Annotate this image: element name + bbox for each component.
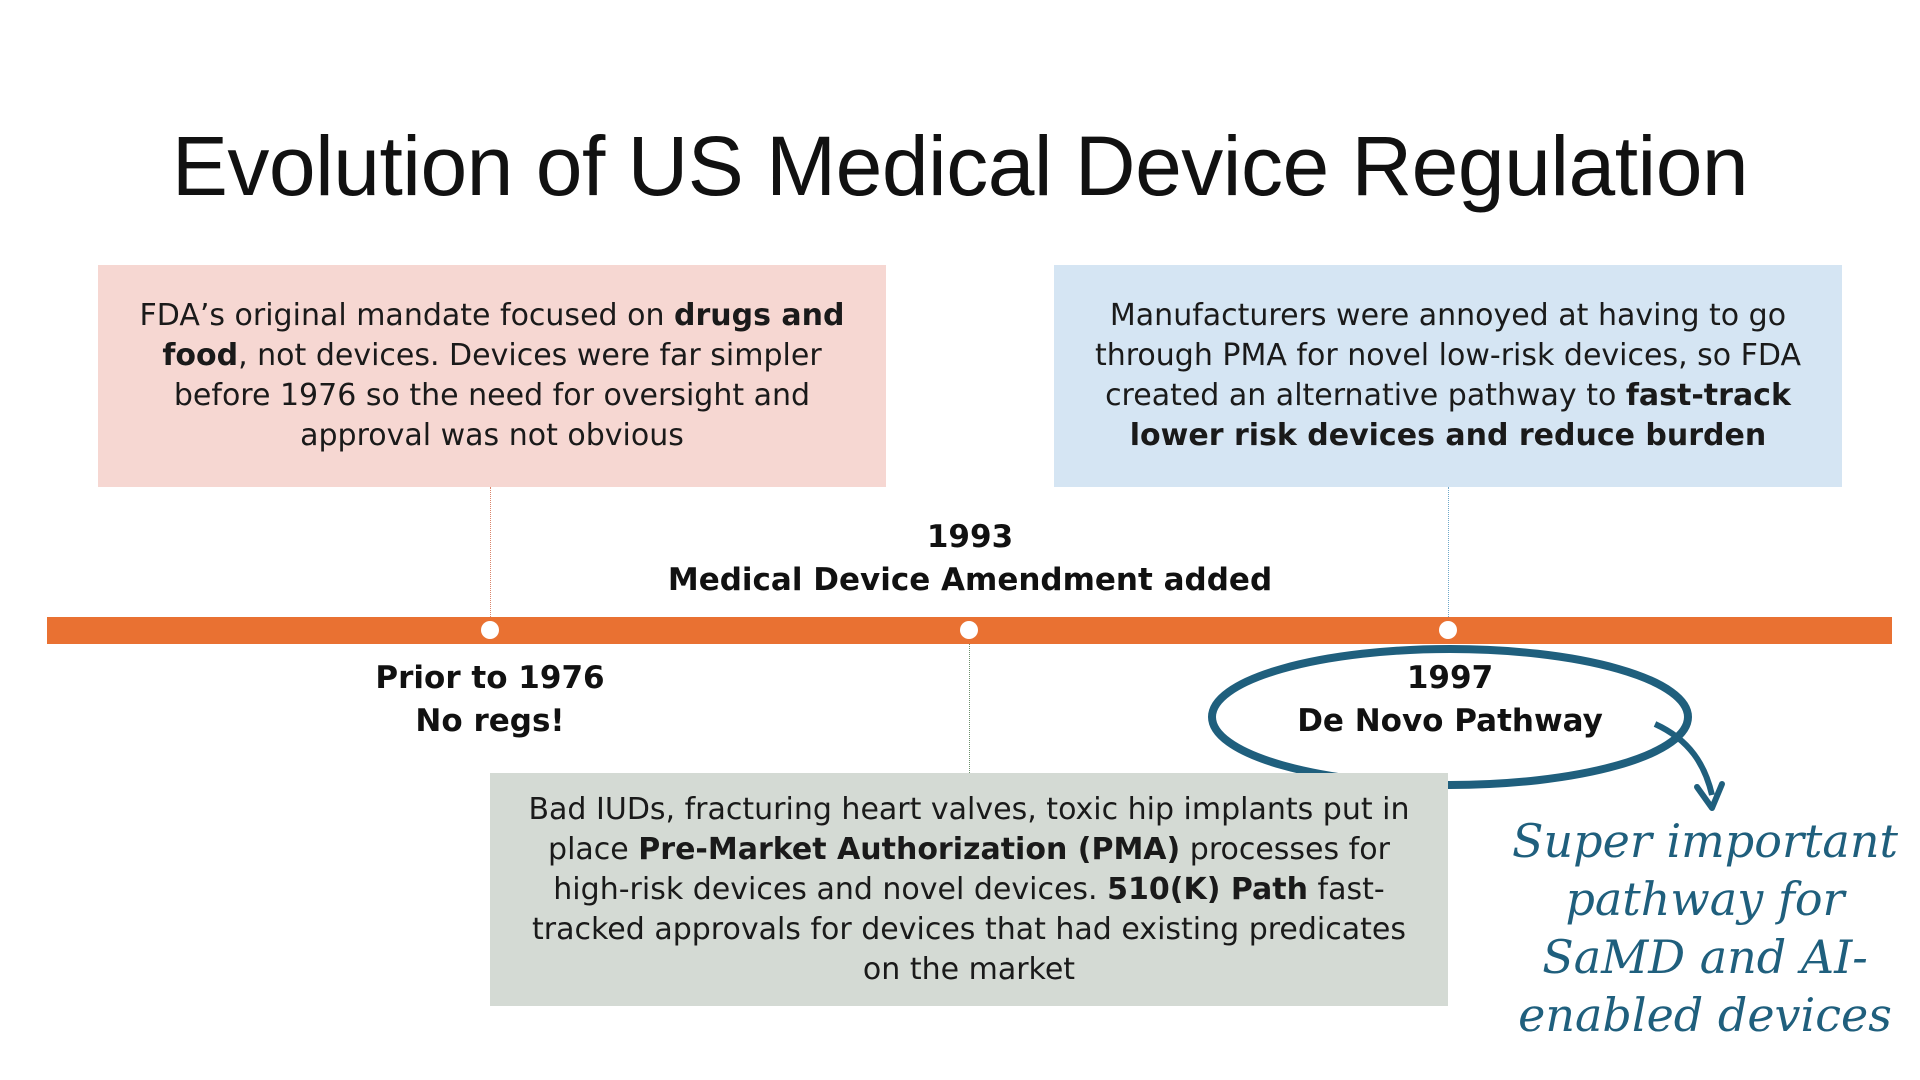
connector-left <box>490 487 491 617</box>
de-novo-context-box: Manufacturers were annoyed at having to … <box>1054 265 1842 487</box>
timeline-dot-1976 <box>481 621 499 639</box>
arrow-icon <box>1694 781 1725 811</box>
connector-right <box>1448 487 1449 617</box>
page-title: Evolution of US Medical Device Regulatio… <box>171 119 1749 213</box>
milestone-1976-label: Prior to 1976 No regs! <box>300 657 680 743</box>
milestone-1976-year: Prior to 1976 <box>375 660 605 696</box>
timeline-dot-1993 <box>960 621 978 639</box>
annotation-line-4: enabled devices <box>1518 988 1892 1042</box>
pre-1976-context-text: FDA’s original mandate focused on drugs … <box>139 298 845 453</box>
milestone-1993-label: 1993 Medical Device Amendment added <box>560 516 1380 602</box>
milestone-1993-desc: Medical Device Amendment added <box>667 562 1273 598</box>
milestone-1997-desc: De Novo Pathway <box>1297 703 1603 739</box>
annotation-line-3: SaMD and AI- <box>1542 930 1868 984</box>
pre-1976-context-box: FDA’s original mandate focused on drugs … <box>98 265 886 487</box>
annotation-note: Super important pathway for SaMD and AI-… <box>1495 812 1915 1044</box>
timeline-dot-1997 <box>1439 621 1457 639</box>
milestone-1997-label: 1997 De Novo Pathway <box>1230 657 1670 743</box>
1993-context-box: Bad IUDs, fracturing heart valves, toxic… <box>490 773 1448 1006</box>
connector-bottom <box>969 644 970 773</box>
milestone-1993-year: 1993 <box>926 519 1014 555</box>
1993-context-text: Bad IUDs, fracturing heart valves, toxic… <box>528 791 1410 987</box>
milestone-1997-year: 1997 <box>1406 660 1494 696</box>
milestone-1976-desc: No regs! <box>415 703 565 739</box>
annotation-line-1: Super important <box>1512 814 1898 868</box>
annotation-line-2: pathway for <box>1565 872 1845 926</box>
de-novo-context-text: Manufacturers were annoyed at having to … <box>1094 298 1802 453</box>
